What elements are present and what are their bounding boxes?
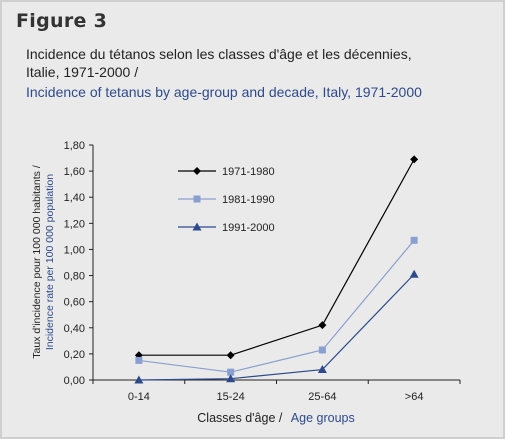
subtitle-french-line1: Incidence du tétanos selon les classes d…	[26, 46, 412, 62]
series-line	[138, 273, 415, 381]
x-tick-label: 25-64	[308, 391, 336, 403]
legend: 1971-1980 1981-1990 1991-2000	[178, 166, 275, 234]
point-marker	[192, 222, 202, 231]
point-marker	[409, 269, 419, 278]
y-tick-label: 0,00	[64, 375, 85, 387]
y-tick-label: 0,60	[64, 297, 85, 309]
series-line	[138, 159, 415, 356]
point-marker	[317, 365, 327, 374]
x-axis-title-french: Classes d'âge /	[197, 411, 283, 425]
y-tick-label: 0,80	[64, 271, 85, 283]
point-marker	[193, 195, 201, 203]
y-axis-title-english: Incidence rate per 100 000 population	[44, 174, 56, 350]
point-marker	[226, 351, 235, 360]
legend-label: 1991-2000	[222, 222, 275, 234]
point-marker	[226, 374, 236, 383]
y-tick-label: 1,00	[64, 244, 85, 256]
point-marker	[410, 155, 419, 164]
figure-label: Figure 3	[16, 10, 108, 32]
x-axis-ticks: 0-14 15-24 25-64 >64	[92, 380, 461, 403]
x-tick-label: 15-24	[217, 391, 245, 403]
y-tick-label: 0,40	[64, 323, 85, 335]
x-axis-title-english: Age groups	[291, 411, 355, 425]
y-tick-label: 1,80	[64, 140, 85, 152]
point-marker	[227, 368, 235, 376]
series-layer	[134, 155, 419, 384]
x-tick-label: >64	[405, 391, 424, 403]
subtitle-french: Incidence du tétanos selon les classes d…	[26, 45, 412, 81]
series-line	[138, 239, 415, 373]
y-tick-label: 1,60	[64, 166, 85, 178]
legend-label: 1981-1990	[222, 194, 275, 206]
x-axis-title: Classes d'âge / Age groups	[197, 409, 354, 426]
x-tick-label: 0-14	[128, 391, 150, 403]
y-axis-ticks: 0,00 0,20 0,40 0,60 0,80 1,00 1,20 1,40 1,60 1,80	[64, 140, 93, 387]
point-marker	[318, 346, 326, 354]
y-axis-title-french: Taux d'incidence pour 100 000 habitants …	[31, 165, 43, 359]
point-marker	[134, 375, 144, 384]
y-tick-label: 1,20	[64, 218, 85, 230]
point-marker	[410, 236, 418, 244]
point-marker	[318, 321, 327, 330]
y-tick-label: 0,20	[64, 349, 85, 361]
legend-label: 1971-1980	[222, 166, 275, 178]
subtitle-french-line2: Italie, 1971-2000 /	[26, 64, 139, 80]
subtitle-english: Incidence of tetanus by age-group and de…	[26, 84, 422, 100]
point-marker	[135, 356, 143, 364]
point-marker	[193, 167, 201, 175]
y-tick-label: 1,40	[64, 192, 85, 204]
